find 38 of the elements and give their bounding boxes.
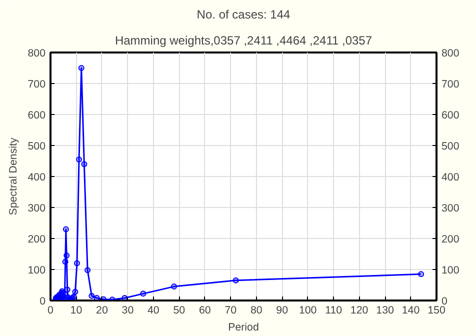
x-tick-label: 130 bbox=[376, 304, 394, 316]
y2-tick-label: 300 bbox=[442, 202, 460, 214]
y-tick-label: 300 bbox=[28, 202, 46, 214]
x-tick-label: 80 bbox=[250, 304, 262, 316]
x-tick-label: 0 bbox=[48, 304, 54, 316]
x-tick-label: 100 bbox=[298, 304, 317, 316]
y2-tick-label: 800 bbox=[442, 48, 460, 60]
y-tick-label: 800 bbox=[28, 48, 46, 60]
x-tick-label: 140 bbox=[402, 304, 420, 316]
y-axis-title: Spectral Density bbox=[8, 137, 20, 216]
y2-tick-label: 400 bbox=[442, 172, 460, 184]
x-tick-label: 150 bbox=[428, 304, 446, 316]
y-tick-label: 500 bbox=[28, 140, 46, 152]
y2-tick-label: 700 bbox=[442, 78, 460, 90]
y-tick-label: 700 bbox=[28, 78, 46, 90]
y-tick-label: 200 bbox=[28, 234, 46, 246]
x-axis-title: Period bbox=[228, 322, 259, 334]
y-tick-label: 400 bbox=[28, 172, 46, 184]
y-tick-label: 0 bbox=[40, 296, 46, 308]
y2-tick-label: 0 bbox=[442, 296, 448, 308]
y-tick-label: 600 bbox=[28, 110, 46, 122]
x-tick-label: 30 bbox=[122, 304, 134, 316]
y2-tick-label: 100 bbox=[442, 264, 460, 276]
y-tick-label: 100 bbox=[28, 264, 46, 276]
x-tick-label: 60 bbox=[198, 304, 211, 316]
x-tick-label: 50 bbox=[173, 304, 186, 316]
chart-subtitle: Hamming weights,0357 ,2411 ,4464 ,2411 ,0357 bbox=[114, 34, 372, 48]
x-tick-label: 20 bbox=[96, 304, 108, 316]
y2-tick-label: 500 bbox=[442, 140, 460, 152]
y2-tick-label: 600 bbox=[442, 110, 460, 122]
y2-tick-label: 200 bbox=[442, 234, 460, 246]
chart-title: No. of cases: 144 bbox=[196, 8, 291, 22]
x-tick-label: 10 bbox=[70, 304, 82, 316]
x-tick-label: 40 bbox=[148, 304, 160, 316]
x-tick-label: 70 bbox=[224, 304, 237, 316]
x-tick-label: 110 bbox=[325, 304, 342, 316]
x-tick-label: 120 bbox=[350, 304, 368, 316]
x-tick-label: 90 bbox=[276, 304, 288, 316]
